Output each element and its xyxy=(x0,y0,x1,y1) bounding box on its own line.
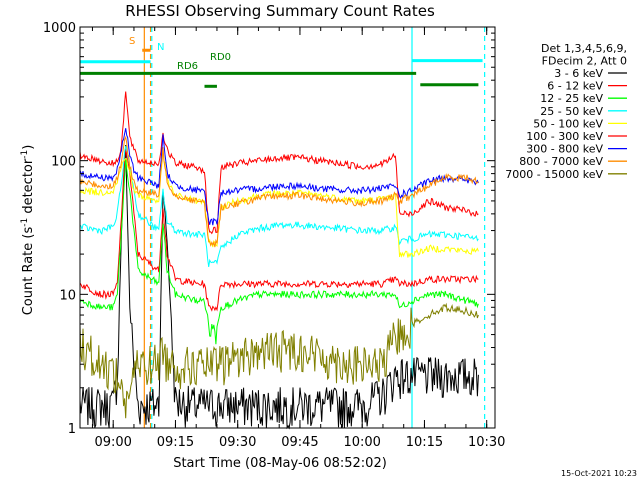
legend-label-5: 100 - 300 keV xyxy=(526,130,603,143)
legend: Det 1,3,4,5,6,9,FDecim 2, Att 03 - 6 keV… xyxy=(505,42,627,181)
state-flag-label-1: N xyxy=(157,42,164,53)
plot-frame xyxy=(79,26,496,429)
state-flag-label-0: S xyxy=(129,36,135,47)
series-line-3 xyxy=(79,145,479,267)
legend-header-1: FDecim 2, Att 0 xyxy=(542,55,627,68)
y-axis-label-end: ) xyxy=(21,145,36,150)
legend-label-3: 25 - 50 keV xyxy=(540,105,603,118)
series-line-8 xyxy=(79,302,479,419)
x-tick-label-5: 10:15 xyxy=(406,435,443,450)
state-flag-label-2: RD0 xyxy=(210,52,231,63)
legend-label-6: 300 - 800 keV xyxy=(526,143,603,156)
x-tick-label-6: 10:30 xyxy=(468,435,505,450)
x-tick-label-0: 09:00 xyxy=(94,435,131,450)
legend-label-2: 12 - 25 keV xyxy=(540,92,603,105)
series-line-0 xyxy=(79,144,479,430)
series-line-6 xyxy=(79,128,479,226)
x-tick-label-3: 09:45 xyxy=(281,435,318,450)
y-axis-label-sup1: -1 xyxy=(20,218,30,227)
legend-label-0: 3 - 6 keV xyxy=(554,67,603,80)
x-tick-label-2: 09:30 xyxy=(219,435,256,450)
series-line-1 xyxy=(79,146,479,312)
y-tick-label-0: 1 xyxy=(68,422,76,437)
footer-timestamp: 15-Oct-2021 10:23 xyxy=(561,469,637,478)
state-flag-label-3: RD6 xyxy=(177,61,198,72)
legend-label-4: 50 - 100 keV xyxy=(533,117,603,130)
y-tick-label-2: 100 xyxy=(51,155,76,170)
series-line-5 xyxy=(79,91,479,235)
x-axis-label: Start Time (08-May-06 08:52:02) xyxy=(173,456,387,471)
y-tick-label-3: 1000 xyxy=(43,21,76,36)
y-tick-label-1: 10 xyxy=(59,288,76,303)
series-line-2 xyxy=(79,159,479,345)
axes: 09:00 09:15 09:30 09:45 10:00 10:15 10:30 1 10 10… xyxy=(43,21,506,450)
y-axis-label: Count Rate (s-1 detector-1) xyxy=(20,145,36,316)
legend-label-1: 6 - 12 keV xyxy=(547,80,603,93)
y-axis-label-mid: detector xyxy=(21,158,36,218)
legend-header-0: Det 1,3,4,5,6,9, xyxy=(541,42,627,55)
plot-area: S N RD0 RD6 xyxy=(79,27,486,430)
series-line-4 xyxy=(79,147,479,258)
x-tick-label-4: 10:00 xyxy=(343,435,380,450)
chart-title: RHESSI Observing Summary Count Rates xyxy=(125,2,435,20)
y-axis-label-sup2: -1 xyxy=(20,150,30,159)
legend-label-8: 7000 - 15000 keV xyxy=(505,168,603,181)
y-axis-label-main: Count Rate (s xyxy=(21,227,36,316)
legend-label-7: 800 - 7000 keV xyxy=(519,155,603,168)
x-tick-label-1: 09:15 xyxy=(157,435,194,450)
series-line-7 xyxy=(79,135,479,248)
